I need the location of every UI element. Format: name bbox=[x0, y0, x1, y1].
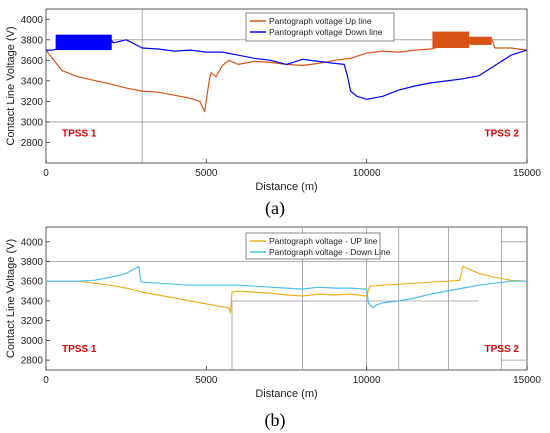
panel-label-b: (b) bbox=[265, 410, 286, 431]
panel-label-a: (a) bbox=[265, 198, 285, 219]
chart-b-y-tick-label-2: 3200 bbox=[21, 316, 44, 327]
chart-b-y-tick-label-5: 3800 bbox=[21, 257, 44, 268]
chart-b-x-tick-label-1: 5000 bbox=[195, 375, 218, 386]
chart-a-x-tick-label-2: 10000 bbox=[353, 168, 381, 179]
chart-a-legend-entry-1: Pantograph voltage Down line bbox=[269, 27, 383, 37]
chart-panel-a: 0 5000 10000 15000 2800 3000 3200 3400 3600 3800 4… bbox=[5, 8, 541, 193]
chart-a-legend-entry-0: Pantograph voltage Up line bbox=[269, 16, 372, 26]
chart-a-annotation-0: TPSS 1 bbox=[62, 128, 97, 139]
chart-a-y-tick-label-4: 3600 bbox=[21, 56, 44, 67]
chart-panel-b: 0 5000 10000 15000 2800 3000 3200 3400 3600 3800 4… bbox=[5, 226, 541, 400]
chart-b-y-tick-label-6: 4000 bbox=[21, 237, 44, 248]
chart-b-series-line-1 bbox=[46, 265, 527, 309]
chart-a-x-tick-label-0: 0 bbox=[43, 168, 49, 179]
chart-b-legend-entry-1: Pantograph voltage - Down Line bbox=[269, 247, 391, 257]
chart-a-y-axis-label: Contact Line Voltage (V) bbox=[5, 26, 17, 145]
chart-b-y-tick-label-4: 3600 bbox=[21, 277, 44, 288]
chart-b-annotation-1: TPSS 2 bbox=[485, 344, 520, 355]
chart-b-series-line-0 bbox=[46, 265, 528, 314]
chart-b-annotation-0: TPSS 1 bbox=[62, 344, 97, 355]
chart-b-x-tick-label-3: 15000 bbox=[513, 375, 541, 386]
chart-b-y-tick-label-1: 3000 bbox=[21, 336, 44, 347]
chart-a-x-axis-label: Distance (m) bbox=[255, 181, 317, 193]
chart-a-y-tick-label-5: 3800 bbox=[21, 35, 44, 46]
chart-b-x-tick-label-0: 0 bbox=[43, 375, 49, 386]
chart-a-x-tick-label-3: 15000 bbox=[513, 168, 541, 179]
chart-a-y-tick-label-1: 3000 bbox=[21, 117, 44, 128]
chart-b-legend-box bbox=[245, 232, 381, 260]
chart-b-y-tick-label-3: 3400 bbox=[21, 296, 44, 307]
chart-a-series-0-band-0 bbox=[432, 31, 470, 49]
chart-a-legend-box bbox=[245, 12, 395, 42]
chart-b-legend-entry-0: Pantograph voltage - UP line bbox=[269, 236, 378, 246]
chart-a-y-tick-label-3: 3400 bbox=[21, 76, 44, 87]
chart-b-y-tick-label-0: 2800 bbox=[21, 356, 44, 367]
chart-a-y-tick-label-0: 2800 bbox=[21, 138, 44, 149]
chart-a-y-tick-label-6: 4000 bbox=[21, 15, 44, 26]
chart-b-y-axis-label: Contact Line Voltage (V) bbox=[5, 239, 17, 358]
chart-a-series-line-1 bbox=[46, 37, 528, 100]
chart-a-x-tick-label-1: 5000 bbox=[195, 168, 218, 179]
chart-a-series-line-0 bbox=[45, 38, 528, 113]
chart-b-x-tick-label-2: 10000 bbox=[353, 375, 381, 386]
chart-a-y-tick-label-2: 3200 bbox=[21, 97, 44, 108]
chart-a-annotation-1: TPSS 2 bbox=[485, 128, 520, 139]
chart-b-x-axis-label: Distance (m) bbox=[255, 388, 317, 400]
